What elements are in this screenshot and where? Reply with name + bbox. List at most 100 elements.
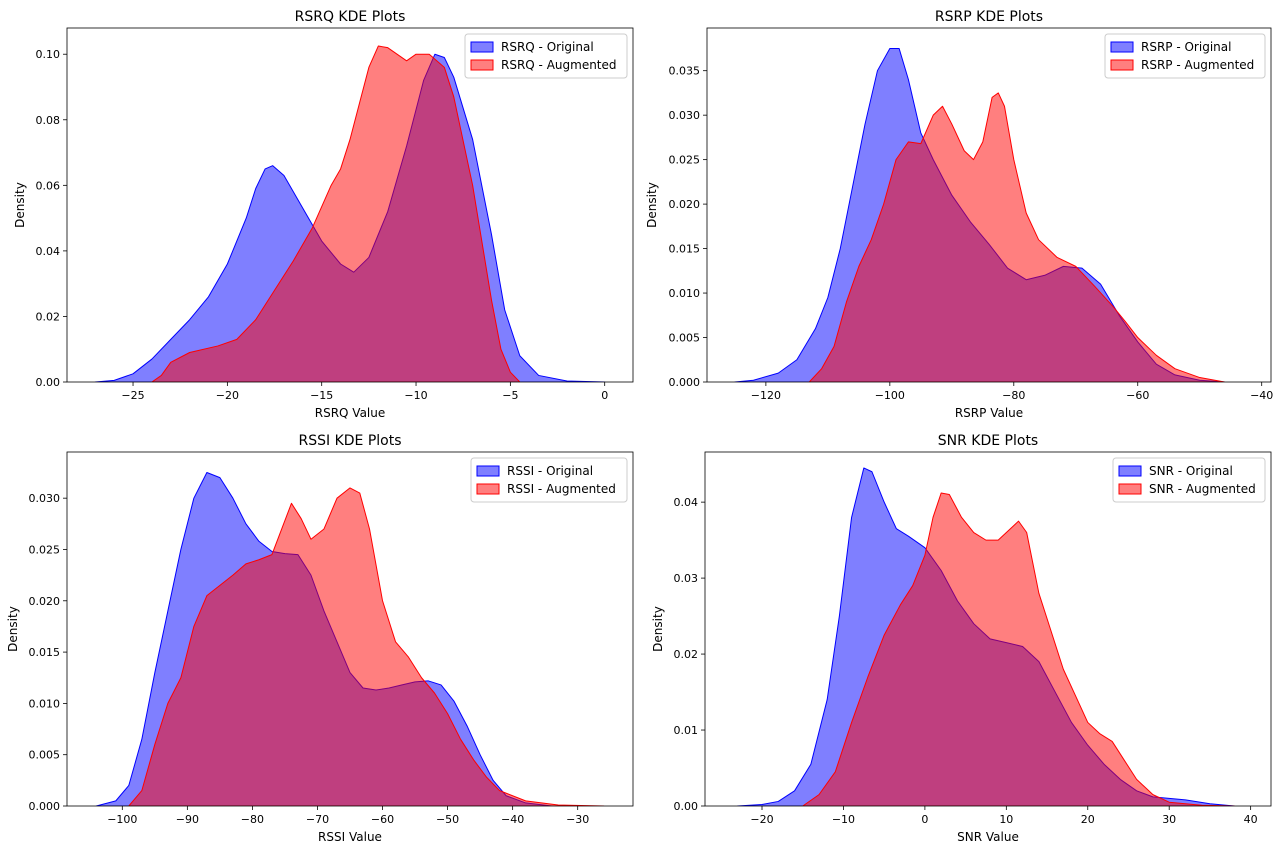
legend: RSSI - Original RSSI - Augmented [470, 457, 628, 503]
chart-title: RSRQ KDE Plots [295, 9, 406, 25]
y-axis-label: Density [6, 606, 20, 652]
legend: RSRQ - Original RSRQ - Augmented [464, 33, 628, 79]
x-tick-label: −25 [121, 389, 144, 402]
y-tick-label: 0.025 [29, 543, 61, 556]
x-tick-label: 10 [999, 813, 1013, 826]
y-tick-label: 0.015 [29, 646, 61, 659]
y-tick-label: 0.025 [669, 154, 701, 167]
y-tick-label: 0.010 [29, 697, 61, 710]
chart-panel-4: −20 −10 0 10 20 30 40 0.00 0.01 0.02 0.03 0.04 SNR K… [651, 433, 1272, 844]
x-tick-label: 30 [1162, 813, 1176, 826]
x-tick-label: −100 [107, 813, 137, 826]
x-tick-label: −60 [1126, 389, 1149, 402]
y-tick-label: 0.00 [36, 376, 61, 389]
x-tick-label: −60 [371, 813, 394, 826]
axes-frame [706, 27, 1272, 383]
x-tick-label: −30 [566, 813, 589, 826]
y-tick-label: 0.02 [36, 310, 61, 323]
x-tick-label: −80 [241, 813, 264, 826]
x-tick-label: −40 [501, 813, 524, 826]
y-tick-label: 0.030 [29, 492, 61, 505]
legend-box [1112, 457, 1266, 503]
chart-panel-1: −25 −20 −15 −10 −5 0 0.00 0.02 0.04 0.06 0.08 0.10 R… [13, 9, 634, 420]
legend-swatch [1110, 59, 1134, 71]
legend-label: RSRP - Original [1141, 40, 1231, 54]
x-tick-label: −90 [176, 813, 199, 826]
legend: RSRP - Original RSRP - Augmented [1104, 33, 1266, 79]
legend-label: SNR - Augmented [1149, 482, 1256, 496]
y-tick-label: 0.06 [36, 179, 61, 192]
x-tick-label: 40 [1244, 813, 1258, 826]
y-tick-label: 0.01 [674, 724, 699, 737]
legend-box [470, 457, 628, 503]
x-tick-label: −15 [310, 389, 333, 402]
y-tick-label: 0.035 [669, 65, 701, 78]
legend-box [1104, 33, 1266, 79]
legend-label: SNR - Original [1149, 464, 1233, 478]
y-tick-label: 0.08 [36, 114, 61, 127]
legend: SNR - Original SNR - Augmented [1112, 457, 1266, 503]
chart-title: RSRP KDE Plots [935, 9, 1043, 25]
legend-label: RSRQ - Augmented [501, 58, 617, 72]
kde-area-augmented [802, 492, 1235, 806]
y-tick-label: 0.000 [669, 376, 701, 389]
y-tick-label: 0.03 [674, 572, 699, 585]
x-axis-label: RSRP Value [955, 406, 1023, 420]
x-tick-label: −120 [751, 389, 781, 402]
axes-frame [66, 27, 634, 383]
x-tick-label: −20 [750, 813, 773, 826]
legend-label: RSSI - Augmented [507, 482, 616, 496]
legend-swatch [1118, 465, 1142, 477]
y-tick-label: 0.00 [674, 800, 699, 813]
y-tick-label: 0.010 [669, 287, 701, 300]
x-axis-label: SNR Value [957, 830, 1019, 844]
x-tick-label: 20 [1081, 813, 1095, 826]
x-tick-label: −5 [502, 389, 518, 402]
legend-box [464, 33, 628, 79]
legend-swatch [1118, 483, 1142, 495]
y-tick-label: 0.04 [674, 496, 699, 509]
legend-swatch [476, 465, 500, 477]
x-tick-label: −70 [306, 813, 329, 826]
kde-area-augmented [808, 92, 1226, 382]
y-tick-label: 0.02 [674, 648, 699, 661]
kde-area-augmented [128, 487, 605, 806]
y-tick-label: 0.015 [669, 243, 701, 256]
x-axis-label: RSRQ Value [315, 406, 386, 420]
legend-label: RSRP - Augmented [1141, 58, 1254, 72]
y-tick-label: 0.030 [669, 109, 701, 122]
y-axis-label: Density [13, 182, 27, 228]
y-tick-label: 0.04 [36, 245, 61, 258]
y-tick-label: 0.005 [669, 332, 701, 345]
legend-label: RSRQ - Original [501, 40, 594, 54]
y-axis-label: Density [651, 606, 665, 652]
y-tick-label: 0.000 [29, 800, 61, 813]
x-tick-label: 0 [601, 389, 608, 402]
x-tick-label: 0 [921, 813, 928, 826]
y-axis-label: Density [645, 182, 659, 228]
legend-swatch [476, 483, 500, 495]
x-tick-label: −10 [404, 389, 427, 402]
legend-swatch [470, 59, 494, 71]
axes-frame [66, 451, 634, 807]
y-tick-label: 0.10 [36, 48, 61, 61]
y-tick-label: 0.020 [29, 595, 61, 608]
x-tick-label: −40 [1250, 389, 1273, 402]
y-tick-label: 0.020 [669, 198, 701, 211]
chart-title: RSSI KDE Plots [298, 433, 401, 449]
x-tick-label: −80 [1002, 389, 1025, 402]
x-axis-label: RSSI Value [318, 830, 382, 844]
legend-swatch [1110, 41, 1134, 53]
chart-panel-2: −120 −100 −80 −60 −40 0.000 0.005 0.010 0.015 0.0… [645, 9, 1273, 420]
x-tick-label: −20 [216, 389, 239, 402]
chart-title: SNR KDE Plots [938, 433, 1038, 449]
legend-swatch [470, 41, 494, 53]
x-tick-label: −100 [875, 389, 905, 402]
x-tick-label: −50 [436, 813, 459, 826]
legend-label: RSSI - Original [507, 464, 593, 478]
chart-panel-3: −100 −90 −80 −70 −60 −50 −40 −30 0.000 0.005 0.010… [6, 433, 634, 844]
y-tick-label: 0.005 [29, 749, 61, 762]
x-tick-label: −10 [832, 813, 855, 826]
axes-frame [704, 451, 1272, 807]
